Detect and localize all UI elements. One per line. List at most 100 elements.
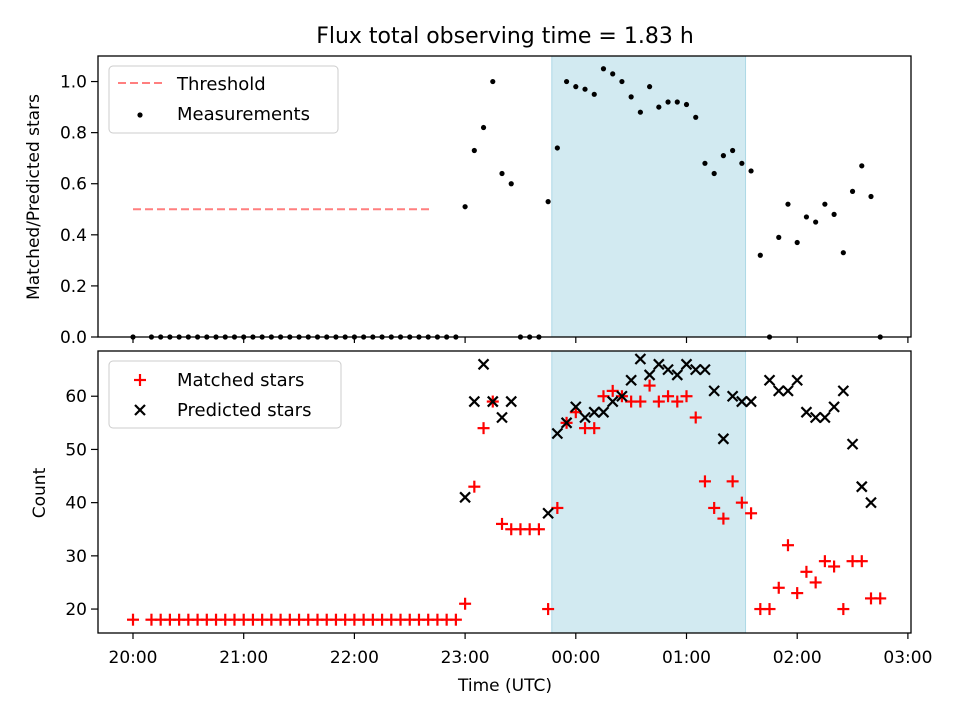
ratio-panel: 0.0 0.2 0.4 0.6 0.8 1.0 Matched/Predicted sta…	[24, 55, 912, 348]
matched-point	[680, 390, 693, 403]
measurement-point	[776, 234, 782, 240]
matched-point	[588, 422, 601, 435]
predicted-point	[837, 385, 850, 397]
measurement-point	[647, 84, 653, 90]
matched-point	[477, 422, 490, 435]
y-tick-label: 0.2	[60, 277, 87, 297]
matched-point	[781, 539, 794, 552]
predicted-point	[597, 406, 610, 418]
measurement-point	[499, 170, 505, 177]
chart-title: Flux total observing time = 1.83 h	[316, 24, 694, 49]
matched-point	[468, 480, 481, 493]
ratio-panel-y-axis: 0.0 0.2 0.4 0.6 0.8 1.0	[60, 73, 98, 348]
predicted-point	[846, 438, 859, 450]
matched-point	[127, 613, 139, 626]
predicted-point	[560, 417, 573, 429]
predicted-point	[763, 374, 776, 387]
predicted-point	[865, 496, 877, 509]
matched-point	[643, 379, 656, 392]
matched-point	[551, 501, 564, 514]
matched-point	[874, 592, 887, 605]
matched-point	[634, 395, 647, 408]
ratio-panel-shaded-interval	[551, 55, 747, 338]
predicted-point	[689, 363, 702, 376]
predicted-legend-swatch	[134, 404, 146, 416]
measurement-point	[628, 94, 634, 100]
predicted-point	[542, 507, 554, 520]
y-tick-label: 40	[65, 494, 87, 514]
measurement-point	[490, 78, 496, 85]
ratio-panel-frame	[97, 55, 912, 338]
measurement-point	[637, 109, 643, 115]
x-tick-label: 02:00	[773, 648, 822, 668]
measurement-point	[573, 84, 579, 90]
predicted-point	[643, 369, 656, 381]
count-panel-frame	[97, 350, 912, 634]
matched-point	[698, 475, 711, 488]
y-tick-label: 0.0	[60, 328, 87, 348]
measurements-legend-swatch	[137, 112, 143, 118]
measurement-point	[508, 181, 514, 187]
x-tick-label: 03:00	[883, 648, 932, 668]
x-tick-label: 01:00	[662, 648, 711, 668]
measurement-point	[831, 211, 837, 217]
predicted-point	[496, 411, 508, 424]
predicted-point	[606, 395, 619, 408]
predicted-point	[505, 395, 518, 408]
threshold-legend-label: Threshold	[176, 74, 266, 95]
predicted-point	[625, 374, 637, 387]
measurement-point	[480, 124, 487, 131]
matched-legend-swatch	[134, 374, 146, 386]
matched-point	[662, 390, 675, 403]
matched-point	[606, 384, 619, 397]
predicted-point	[800, 406, 813, 418]
matched-point	[542, 603, 555, 616]
measurement-point	[813, 219, 819, 225]
measurement-point	[656, 104, 662, 110]
matched-point	[772, 581, 785, 594]
predicted-point	[791, 374, 803, 387]
measurement-point	[554, 145, 560, 151]
matched-point	[837, 603, 850, 616]
measurement-point	[840, 250, 846, 256]
predicted-legend-label: Predicted stars	[177, 400, 311, 421]
count-panel-shaded-interval	[551, 350, 747, 634]
predicted-point	[809, 411, 822, 424]
matched-legend-label: Matched stars	[177, 370, 304, 391]
matched-point	[855, 555, 868, 568]
ratio-legend: Threshold Measurements	[108, 65, 339, 134]
count-panel: 20 30 40 50 60 20:00 21:00 22:00 23:00 00:00 01:0…	[30, 350, 932, 696]
measurement-point	[591, 91, 597, 97]
y-tick-label: 60	[65, 387, 87, 407]
predicted-point	[570, 401, 582, 413]
x-tick-label: 22:00	[330, 648, 379, 668]
y-tick-label: 0.8	[60, 124, 87, 144]
ratio-panel-marks	[130, 66, 883, 340]
matched-point	[809, 576, 822, 589]
measurement-point	[748, 168, 754, 174]
predicted-point	[736, 395, 748, 408]
y-tick-label: 20	[65, 600, 87, 620]
measurement-point	[859, 163, 865, 169]
predicted-point	[699, 363, 711, 376]
predicted-point	[551, 427, 564, 440]
y-tick-label: 0.4	[60, 226, 87, 246]
matched-point	[828, 560, 841, 573]
predicted-point	[616, 390, 628, 403]
predicted-point	[680, 358, 693, 371]
predicted-point	[477, 358, 490, 371]
count-panel-marks	[127, 353, 887, 626]
measurement-point	[849, 188, 856, 194]
measurement-point	[665, 99, 671, 105]
predicted-point	[745, 395, 757, 408]
y-tick-label: 50	[65, 440, 87, 460]
measurement-point	[610, 71, 616, 77]
measurement-point	[794, 239, 800, 246]
measurement-point	[711, 170, 717, 177]
predicted-point	[772, 385, 785, 397]
measurement-point	[785, 201, 791, 207]
count-panel-ylabel: Count	[30, 467, 50, 518]
count-panel-x-ticks: 20:00 21:00 22:00 23:00 00:00 01:00 02:00 03:00	[109, 633, 932, 668]
predicted-point	[486, 395, 499, 408]
measurement-point	[822, 201, 828, 207]
